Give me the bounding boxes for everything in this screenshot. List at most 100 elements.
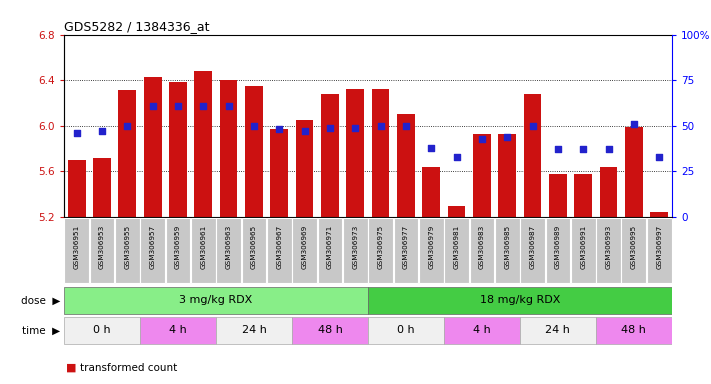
Text: GSM306989: GSM306989 (555, 225, 561, 269)
Point (400, 123, 412, 129)
Text: transformed count: transformed count (80, 363, 177, 373)
Bar (599, 167, 617, 217)
Bar (397, 114, 415, 217)
Bar (549, 174, 567, 217)
FancyBboxPatch shape (545, 218, 570, 283)
FancyBboxPatch shape (64, 317, 140, 344)
Bar (68, 160, 85, 217)
Point (248, 123, 260, 129)
Bar (473, 134, 491, 217)
FancyBboxPatch shape (393, 218, 418, 283)
Bar (372, 89, 390, 217)
Text: GSM306995: GSM306995 (631, 225, 637, 269)
Bar (524, 94, 542, 217)
Text: GSM306973: GSM306973 (352, 225, 358, 269)
FancyBboxPatch shape (343, 218, 368, 283)
FancyBboxPatch shape (64, 218, 89, 283)
Point (426, 145, 437, 151)
FancyBboxPatch shape (419, 218, 444, 283)
Point (552, 146, 564, 152)
FancyBboxPatch shape (596, 218, 621, 283)
FancyBboxPatch shape (368, 218, 393, 283)
Text: GSM306959: GSM306959 (175, 225, 181, 269)
Point (653, 154, 665, 160)
FancyBboxPatch shape (292, 317, 368, 344)
FancyBboxPatch shape (621, 218, 646, 283)
Bar (245, 86, 263, 217)
Text: GSM306975: GSM306975 (378, 225, 384, 269)
Text: GSM306981: GSM306981 (454, 225, 459, 269)
Text: dose  ▶: dose ▶ (21, 295, 60, 306)
Text: GSM306991: GSM306991 (580, 225, 587, 269)
Bar (448, 205, 466, 217)
Text: 48 h: 48 h (318, 325, 343, 336)
Text: GSM306961: GSM306961 (201, 225, 206, 269)
Text: GSM306967: GSM306967 (277, 225, 282, 269)
Point (71, 130, 82, 136)
Text: time  ▶: time ▶ (22, 325, 60, 336)
FancyBboxPatch shape (140, 317, 216, 344)
FancyBboxPatch shape (368, 287, 672, 314)
Text: 4 h: 4 h (473, 325, 491, 336)
FancyBboxPatch shape (292, 218, 317, 283)
Bar (321, 94, 339, 217)
Bar (93, 158, 111, 217)
FancyBboxPatch shape (444, 218, 469, 283)
Text: 24 h: 24 h (242, 325, 267, 336)
Text: GSM306953: GSM306953 (99, 225, 105, 269)
FancyBboxPatch shape (647, 218, 672, 283)
Text: GSM306963: GSM306963 (225, 225, 232, 269)
FancyBboxPatch shape (242, 218, 267, 283)
Point (122, 123, 133, 129)
Text: GSM306987: GSM306987 (530, 225, 535, 269)
Text: GSM306971: GSM306971 (327, 225, 333, 269)
FancyBboxPatch shape (90, 218, 114, 283)
Point (147, 103, 159, 109)
FancyBboxPatch shape (216, 317, 292, 344)
Text: 3 mg/kg RDX: 3 mg/kg RDX (179, 295, 252, 306)
Bar (270, 129, 288, 217)
Text: GSM306979: GSM306979 (428, 225, 434, 269)
FancyBboxPatch shape (166, 218, 191, 283)
Text: GSM306977: GSM306977 (403, 225, 409, 269)
Text: GDS5282 / 1384336_at: GDS5282 / 1384336_at (64, 20, 210, 33)
Point (451, 154, 462, 160)
FancyBboxPatch shape (140, 218, 165, 283)
Point (603, 146, 614, 152)
Bar (346, 89, 364, 217)
Point (476, 136, 488, 142)
Text: 24 h: 24 h (545, 325, 570, 336)
Bar (144, 77, 161, 217)
Text: 0 h: 0 h (93, 325, 111, 336)
Point (350, 124, 361, 131)
Text: GSM306985: GSM306985 (504, 225, 510, 269)
FancyBboxPatch shape (520, 218, 545, 283)
Bar (220, 80, 237, 217)
Point (629, 121, 640, 127)
FancyBboxPatch shape (368, 317, 444, 344)
Point (96, 128, 107, 134)
Point (375, 123, 386, 129)
Bar (422, 167, 440, 217)
Text: GSM306955: GSM306955 (124, 225, 130, 269)
Text: GSM306983: GSM306983 (479, 225, 485, 269)
FancyBboxPatch shape (191, 218, 215, 283)
FancyBboxPatch shape (596, 317, 672, 344)
Text: 4 h: 4 h (169, 325, 187, 336)
FancyBboxPatch shape (115, 218, 140, 283)
Point (324, 124, 336, 131)
FancyBboxPatch shape (444, 317, 520, 344)
Text: GSM306993: GSM306993 (606, 225, 611, 269)
Text: GSM306957: GSM306957 (149, 225, 156, 269)
Point (198, 103, 209, 109)
Bar (574, 174, 592, 217)
Bar (194, 71, 212, 217)
FancyBboxPatch shape (64, 287, 368, 314)
Bar (625, 127, 643, 217)
Point (501, 134, 513, 140)
Point (577, 146, 589, 152)
FancyBboxPatch shape (571, 218, 596, 283)
FancyBboxPatch shape (267, 218, 292, 283)
Bar (651, 212, 668, 217)
Text: ■: ■ (66, 363, 77, 373)
